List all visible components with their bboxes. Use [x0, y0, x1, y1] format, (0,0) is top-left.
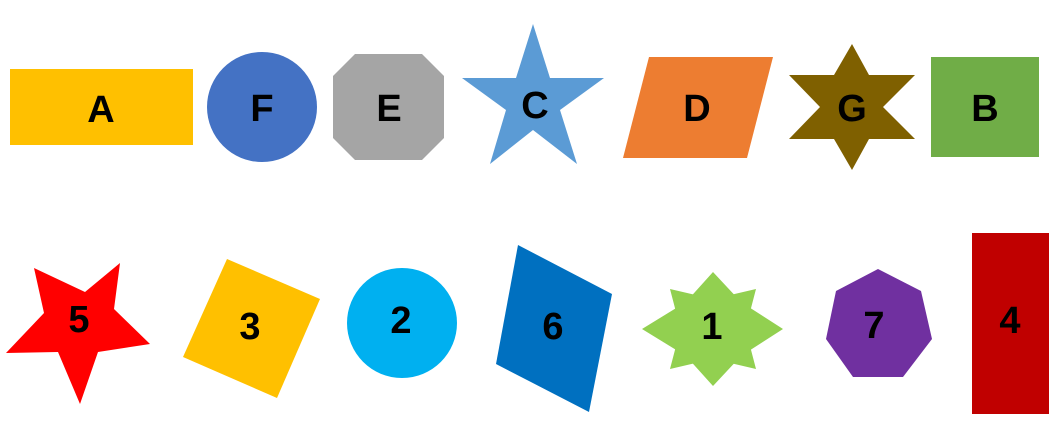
shape-d: D: [623, 57, 773, 158]
shape-f-label: F: [250, 88, 273, 130]
shape-a-label: A: [87, 89, 114, 131]
shape-e-label: E: [376, 88, 401, 130]
shape-f: F: [207, 52, 317, 162]
shape-g-six-point-star: [789, 44, 915, 170]
shape-c: C: [462, 24, 604, 164]
shape-c-label: C: [521, 85, 548, 127]
shape-c-star: [462, 24, 604, 164]
shape-d-parallelogram: [623, 57, 773, 158]
shape-3: 3: [183, 259, 320, 398]
shape-2-label: 2: [390, 300, 411, 342]
shape-g-label: G: [837, 88, 867, 130]
shape-4: 4: [972, 233, 1049, 414]
shape-a-rectangle: [10, 69, 193, 145]
shape-7-heptagon: [826, 269, 932, 377]
shape-f-circle: [207, 52, 317, 162]
shape-7: 7: [826, 269, 932, 377]
shape-e-octagon: [333, 54, 444, 160]
shape-b-label: B: [971, 88, 998, 130]
shape-6-label: 6: [542, 306, 563, 348]
shape-g: G: [789, 44, 915, 170]
shape-4-label: 4: [999, 300, 1020, 342]
shape-5-label: 5: [68, 299, 89, 341]
shape-b: B: [931, 57, 1039, 157]
shape-7-label: 7: [863, 305, 884, 347]
shape-5-star: [6, 263, 150, 404]
shape-4-rectangle: [972, 233, 1049, 414]
shape-1-label: 1: [701, 306, 722, 348]
shape-2-circle: [347, 268, 457, 378]
shape-3-label: 3: [239, 306, 260, 348]
shape-5: 5: [6, 263, 150, 404]
shape-3-square: [183, 259, 320, 398]
shape-a: A: [10, 69, 193, 145]
shape-d-label: D: [683, 88, 710, 130]
shape-6-parallelogram: [496, 245, 612, 412]
shape-e: E: [333, 54, 444, 160]
shape-1: 1: [642, 272, 783, 386]
shape-1-six-point-star-tips: [670, 289, 756, 369]
shape-b-square: [931, 57, 1039, 157]
shape-6: 6: [496, 245, 612, 412]
shape-2: 2: [347, 268, 457, 378]
